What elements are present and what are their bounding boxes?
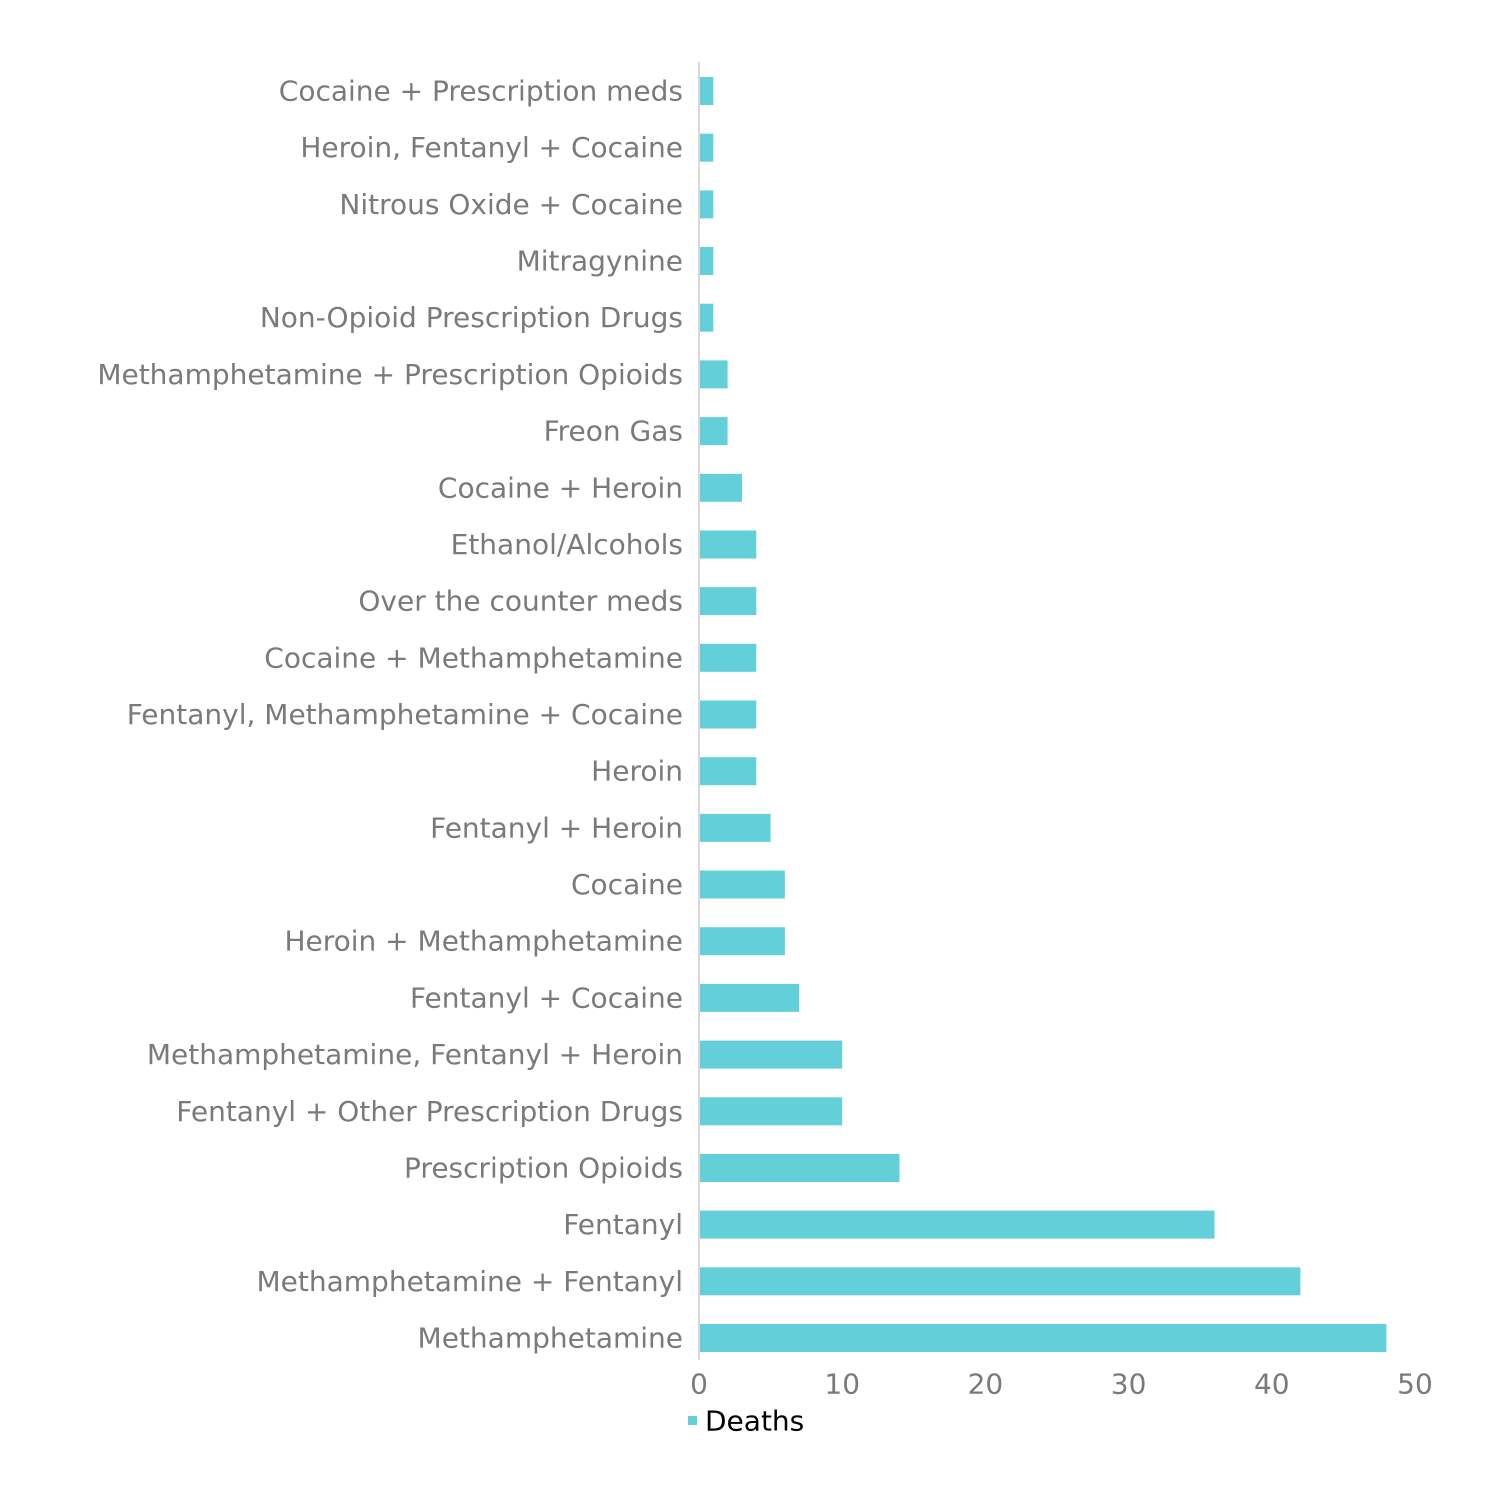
- x-tick-labels: 0 10 20 30 40 50: [690, 1368, 1433, 1401]
- legend-swatch-deaths: [688, 1416, 697, 1425]
- category-label: Methamphetamine + Fentanyl: [257, 1265, 684, 1298]
- bar: [699, 870, 785, 899]
- bar: [699, 77, 714, 105]
- category-label: Cocaine + Heroin: [438, 471, 683, 504]
- x-tick-label: 40: [1254, 1368, 1290, 1401]
- bar: [699, 1154, 900, 1182]
- category-label: Cocaine: [571, 868, 683, 901]
- bar: [699, 473, 742, 502]
- category-labels: Methamphetamine Methamphetamine + Fentany…: [97, 75, 683, 1355]
- category-label: Heroin, Fentanyl + Cocaine: [300, 131, 683, 164]
- category-label: Nitrous Oxide + Cocaine: [339, 188, 683, 221]
- legend-label-deaths: Deaths: [705, 1405, 804, 1438]
- bar: [699, 247, 714, 275]
- category-label: Freon Gas: [544, 415, 683, 448]
- legend: Deaths: [688, 1405, 804, 1438]
- category-label: Prescription Opioids: [404, 1151, 683, 1184]
- bar: [699, 813, 771, 842]
- category-label: Fentanyl + Heroin: [430, 811, 683, 844]
- bar: [699, 303, 714, 332]
- category-label: Fentanyl, Methamphetamine + Cocaine: [127, 698, 683, 731]
- bar: [699, 643, 757, 672]
- category-label: Methamphetamine, Fentanyl + Heroin: [147, 1038, 683, 1071]
- category-label: Heroin + Methamphetamine: [284, 925, 683, 958]
- bar: [699, 983, 800, 1012]
- bar: [699, 1267, 1301, 1296]
- category-label: Ethanol/Alcohols: [451, 528, 683, 561]
- x-tick-label: 10: [824, 1368, 860, 1401]
- category-label: Heroin: [591, 755, 683, 788]
- bar: [699, 133, 714, 162]
- bar: [699, 700, 757, 729]
- category-label: Methamphetamine: [418, 1322, 683, 1355]
- category-label: Cocaine + Methamphetamine: [264, 641, 683, 674]
- bar: [699, 1040, 843, 1069]
- x-tick-label: 50: [1397, 1368, 1433, 1401]
- category-label: Cocaine + Prescription meds: [279, 75, 683, 108]
- bar: [699, 360, 728, 389]
- bar: [699, 927, 785, 956]
- category-label: Fentanyl + Cocaine: [410, 981, 683, 1014]
- bar: [699, 1097, 843, 1126]
- category-label: Non-Opioid Prescription Drugs: [260, 301, 683, 334]
- bar: [699, 1210, 1215, 1239]
- category-label: Fentanyl + Other Prescription Drugs: [176, 1095, 683, 1128]
- bar: [699, 757, 757, 786]
- x-tick-label: 0: [690, 1368, 708, 1401]
- bar: [699, 1324, 1387, 1352]
- bar: [699, 530, 757, 559]
- bar: [699, 587, 757, 616]
- category-label: Methamphetamine + Prescription Opioids: [97, 358, 683, 391]
- category-label: Mitragynine: [517, 245, 683, 278]
- x-tick-label: 20: [968, 1368, 1004, 1401]
- category-label: Fentanyl: [563, 1208, 683, 1241]
- category-label: Over the counter meds: [358, 585, 683, 618]
- bar: [699, 417, 728, 446]
- x-tick-label: 30: [1111, 1368, 1147, 1401]
- bars-group: [699, 77, 1387, 1352]
- bar: [699, 190, 714, 219]
